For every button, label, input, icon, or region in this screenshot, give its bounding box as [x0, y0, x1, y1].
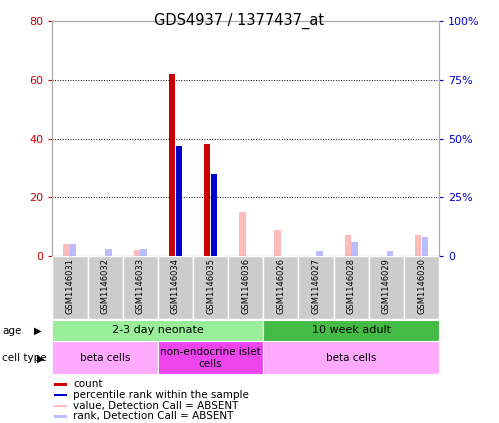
Bar	[87, 256, 123, 319]
Bar	[404, 256, 439, 319]
Text: GSM1146030: GSM1146030	[417, 258, 426, 314]
Text: ▶: ▶	[37, 353, 44, 363]
Bar	[263, 320, 439, 341]
Bar	[176, 146, 182, 256]
Text: ▶: ▶	[34, 326, 41, 336]
Text: GSM1146027: GSM1146027	[311, 258, 320, 314]
Bar	[334, 256, 369, 319]
Bar	[123, 256, 158, 319]
Bar	[274, 230, 281, 256]
Bar	[52, 341, 158, 374]
Text: beta cells: beta cells	[326, 353, 376, 363]
Bar	[316, 251, 322, 256]
Bar	[351, 242, 358, 256]
Bar	[387, 251, 393, 256]
Bar	[54, 383, 67, 385]
Text: count: count	[73, 379, 103, 390]
Text: GSM1146029: GSM1146029	[382, 258, 391, 314]
Bar	[158, 256, 193, 319]
Bar	[54, 405, 67, 407]
Bar	[263, 256, 298, 319]
Bar	[298, 256, 334, 319]
Bar	[105, 249, 112, 256]
Bar	[415, 235, 421, 256]
Bar	[239, 212, 246, 256]
Text: percentile rank within the sample: percentile rank within the sample	[73, 390, 249, 400]
Bar	[369, 256, 404, 319]
Bar	[169, 74, 175, 256]
Text: non-endocrine islet
cells: non-endocrine islet cells	[160, 347, 261, 369]
Bar	[54, 415, 67, 418]
Bar	[345, 235, 351, 256]
Text: value, Detection Call = ABSENT: value, Detection Call = ABSENT	[73, 401, 239, 411]
Text: GSM1146033: GSM1146033	[136, 258, 145, 314]
Bar	[54, 394, 67, 396]
Bar	[193, 256, 228, 319]
Bar	[52, 256, 87, 319]
Bar	[140, 249, 147, 256]
Text: GSM1146028: GSM1146028	[347, 258, 356, 314]
Bar	[263, 341, 439, 374]
Text: GSM1146034: GSM1146034	[171, 258, 180, 314]
Text: GSM1146035: GSM1146035	[206, 258, 215, 314]
Text: GSM1146036: GSM1146036	[241, 258, 250, 314]
Bar	[70, 244, 76, 256]
Text: GSM1146026: GSM1146026	[276, 258, 285, 314]
Bar	[63, 244, 70, 256]
Text: cell type: cell type	[2, 353, 47, 363]
Bar	[204, 144, 211, 256]
Text: GSM1146032: GSM1146032	[101, 258, 110, 314]
Text: rank, Detection Call = ABSENT: rank, Detection Call = ABSENT	[73, 412, 234, 421]
Text: 10 week adult: 10 week adult	[312, 325, 391, 335]
Text: beta cells: beta cells	[80, 353, 130, 363]
Bar	[134, 250, 140, 256]
Bar	[158, 341, 263, 374]
Text: 2-3 day neonate: 2-3 day neonate	[112, 325, 204, 335]
Bar	[228, 256, 263, 319]
Text: GSM1146031: GSM1146031	[65, 258, 74, 314]
Text: age: age	[2, 326, 22, 336]
Text: GDS4937 / 1377437_at: GDS4937 / 1377437_at	[155, 13, 324, 29]
Bar	[211, 174, 217, 256]
Bar	[422, 237, 428, 256]
Bar	[52, 320, 263, 341]
